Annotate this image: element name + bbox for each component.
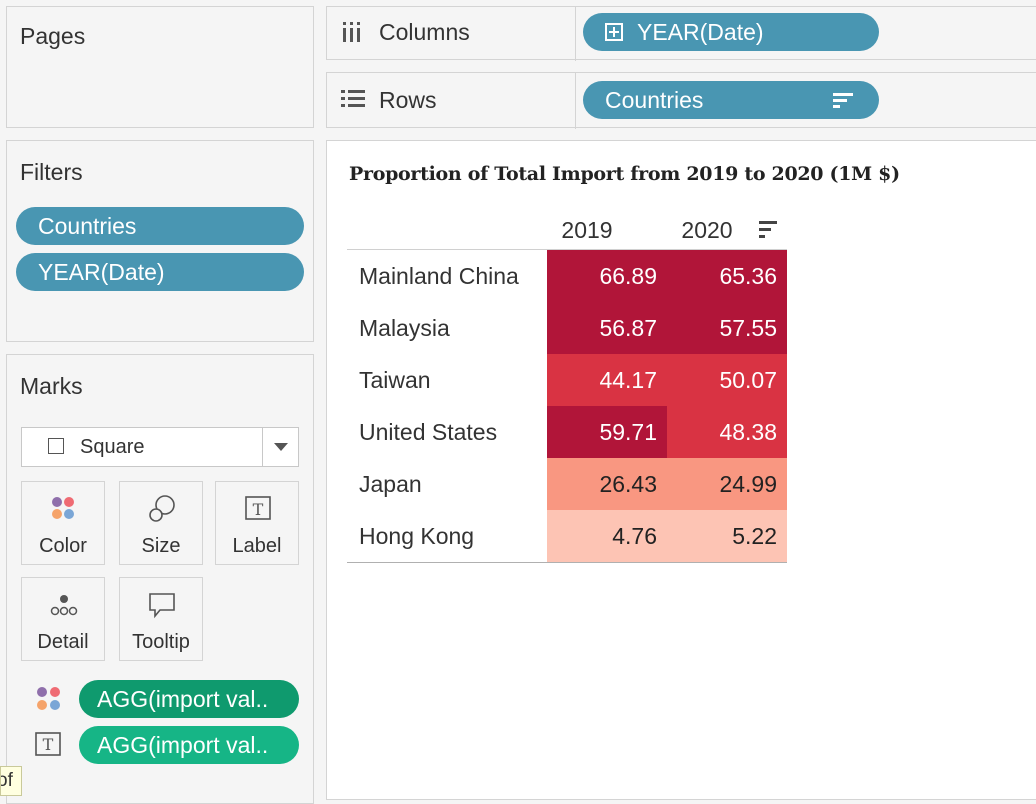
color-field-label: AGG(import val.. [97, 686, 269, 712]
columns-pill[interactable]: YEAR(Date) [583, 13, 879, 51]
footer-rule [347, 562, 787, 563]
tooltip-fragment: of [0, 766, 22, 796]
columns-label: Columns [379, 19, 470, 45]
pages-panel: Pages [6, 6, 314, 128]
dropdown-divider [262, 428, 263, 466]
tooltip-icon [149, 593, 175, 619]
color-icon [52, 497, 74, 519]
table-cell[interactable]: 4.76 [547, 510, 667, 562]
label-card[interactable]: T Label [215, 481, 299, 565]
square-mark-icon [48, 438, 64, 454]
color-field-pill[interactable]: AGG(import val.. [79, 680, 299, 718]
label-card-label: Label [232, 535, 282, 557]
shelf-divider [575, 73, 576, 129]
row-label[interactable]: Malaysia [359, 315, 450, 341]
sort-icon[interactable] [759, 221, 779, 239]
expand-icon[interactable] [605, 23, 623, 41]
svg-text:T: T [253, 500, 264, 519]
table-cell[interactable]: 24.99 [667, 458, 787, 510]
row-label[interactable]: Hong Kong [359, 523, 475, 549]
column-header-2019[interactable]: 2019 [561, 217, 613, 243]
table-cell[interactable]: 59.71 [547, 406, 667, 458]
svg-text:T: T [43, 735, 54, 754]
size-card[interactable]: Size [119, 481, 203, 565]
text-label-icon: T [35, 732, 61, 756]
filter-pill-year[interactable]: YEAR(Date) [16, 253, 304, 291]
columns-shelf: Columns YEAR(Date) [326, 6, 1036, 61]
row-label[interactable]: Mainland China [359, 263, 519, 289]
detail-card[interactable]: Detail [21, 577, 105, 661]
table-cell[interactable]: 56.87 [547, 302, 667, 354]
shelf-divider [575, 7, 576, 61]
table-cell[interactable]: 66.89 [547, 250, 667, 302]
mark-type-dropdown[interactable]: Square [21, 427, 299, 467]
color-card-label: Color [39, 535, 87, 557]
rows-pill[interactable]: Countries [583, 81, 879, 119]
marks-panel: Marks Square Color Size T Label Detail T… [6, 354, 314, 804]
row-label[interactable]: Taiwan [359, 367, 431, 393]
chevron-down-icon[interactable] [274, 442, 288, 452]
filter-pill-countries[interactable]: Countries [16, 207, 304, 245]
row-label[interactable]: United States [359, 419, 498, 445]
tooltip-fragment-text: of [1, 770, 13, 791]
columns-pill-label: YEAR(Date) [637, 19, 764, 45]
rows-pill-label: Countries [605, 87, 704, 113]
table-cell[interactable]: 50.07 [667, 354, 787, 406]
table-cell[interactable]: 26.43 [547, 458, 667, 510]
table-cell[interactable]: 5.22 [667, 510, 787, 562]
viz-title: Proportion of Total Import from 2019 to … [349, 163, 900, 185]
row-label[interactable]: Japan [359, 471, 422, 497]
viz-area: Proportion of Total Import from 2019 to … [326, 140, 1036, 800]
text-label-icon: T [245, 496, 271, 520]
mark-type-label: Square [80, 436, 145, 458]
pages-title: Pages [20, 23, 86, 49]
label-field-pill[interactable]: AGG(import val.. [79, 726, 299, 764]
filter-pill-label: YEAR(Date) [38, 259, 165, 285]
table-cell[interactable]: 48.38 [667, 406, 787, 458]
sort-icon[interactable] [833, 92, 855, 110]
filters-panel: Filters Countries YEAR(Date) [6, 140, 314, 342]
rows-icon [341, 90, 365, 107]
tooltip-card-label: Tooltip [132, 631, 190, 653]
filter-pill-label: Countries [38, 213, 137, 239]
color-icon [37, 687, 60, 710]
detail-card-label: Detail [37, 631, 89, 653]
filters-title: Filters [20, 159, 83, 185]
label-field-label: AGG(import val.. [97, 732, 269, 758]
table-cell[interactable]: 65.36 [667, 250, 787, 302]
columns-icon [343, 22, 360, 42]
table-cell[interactable]: 44.17 [547, 354, 667, 406]
rows-label: Rows [379, 87, 437, 113]
table-cell[interactable]: 57.55 [667, 302, 787, 354]
column-header-2020[interactable]: 2020 [681, 217, 733, 243]
tooltip-card[interactable]: Tooltip [119, 577, 203, 661]
size-card-label: Size [141, 535, 181, 557]
size-icon [149, 495, 175, 522]
header-rule [347, 249, 787, 250]
marks-title: Marks [20, 373, 83, 399]
color-card[interactable]: Color [21, 481, 105, 565]
detail-icon [50, 595, 78, 616]
rows-shelf: Rows Countries [326, 72, 1036, 129]
